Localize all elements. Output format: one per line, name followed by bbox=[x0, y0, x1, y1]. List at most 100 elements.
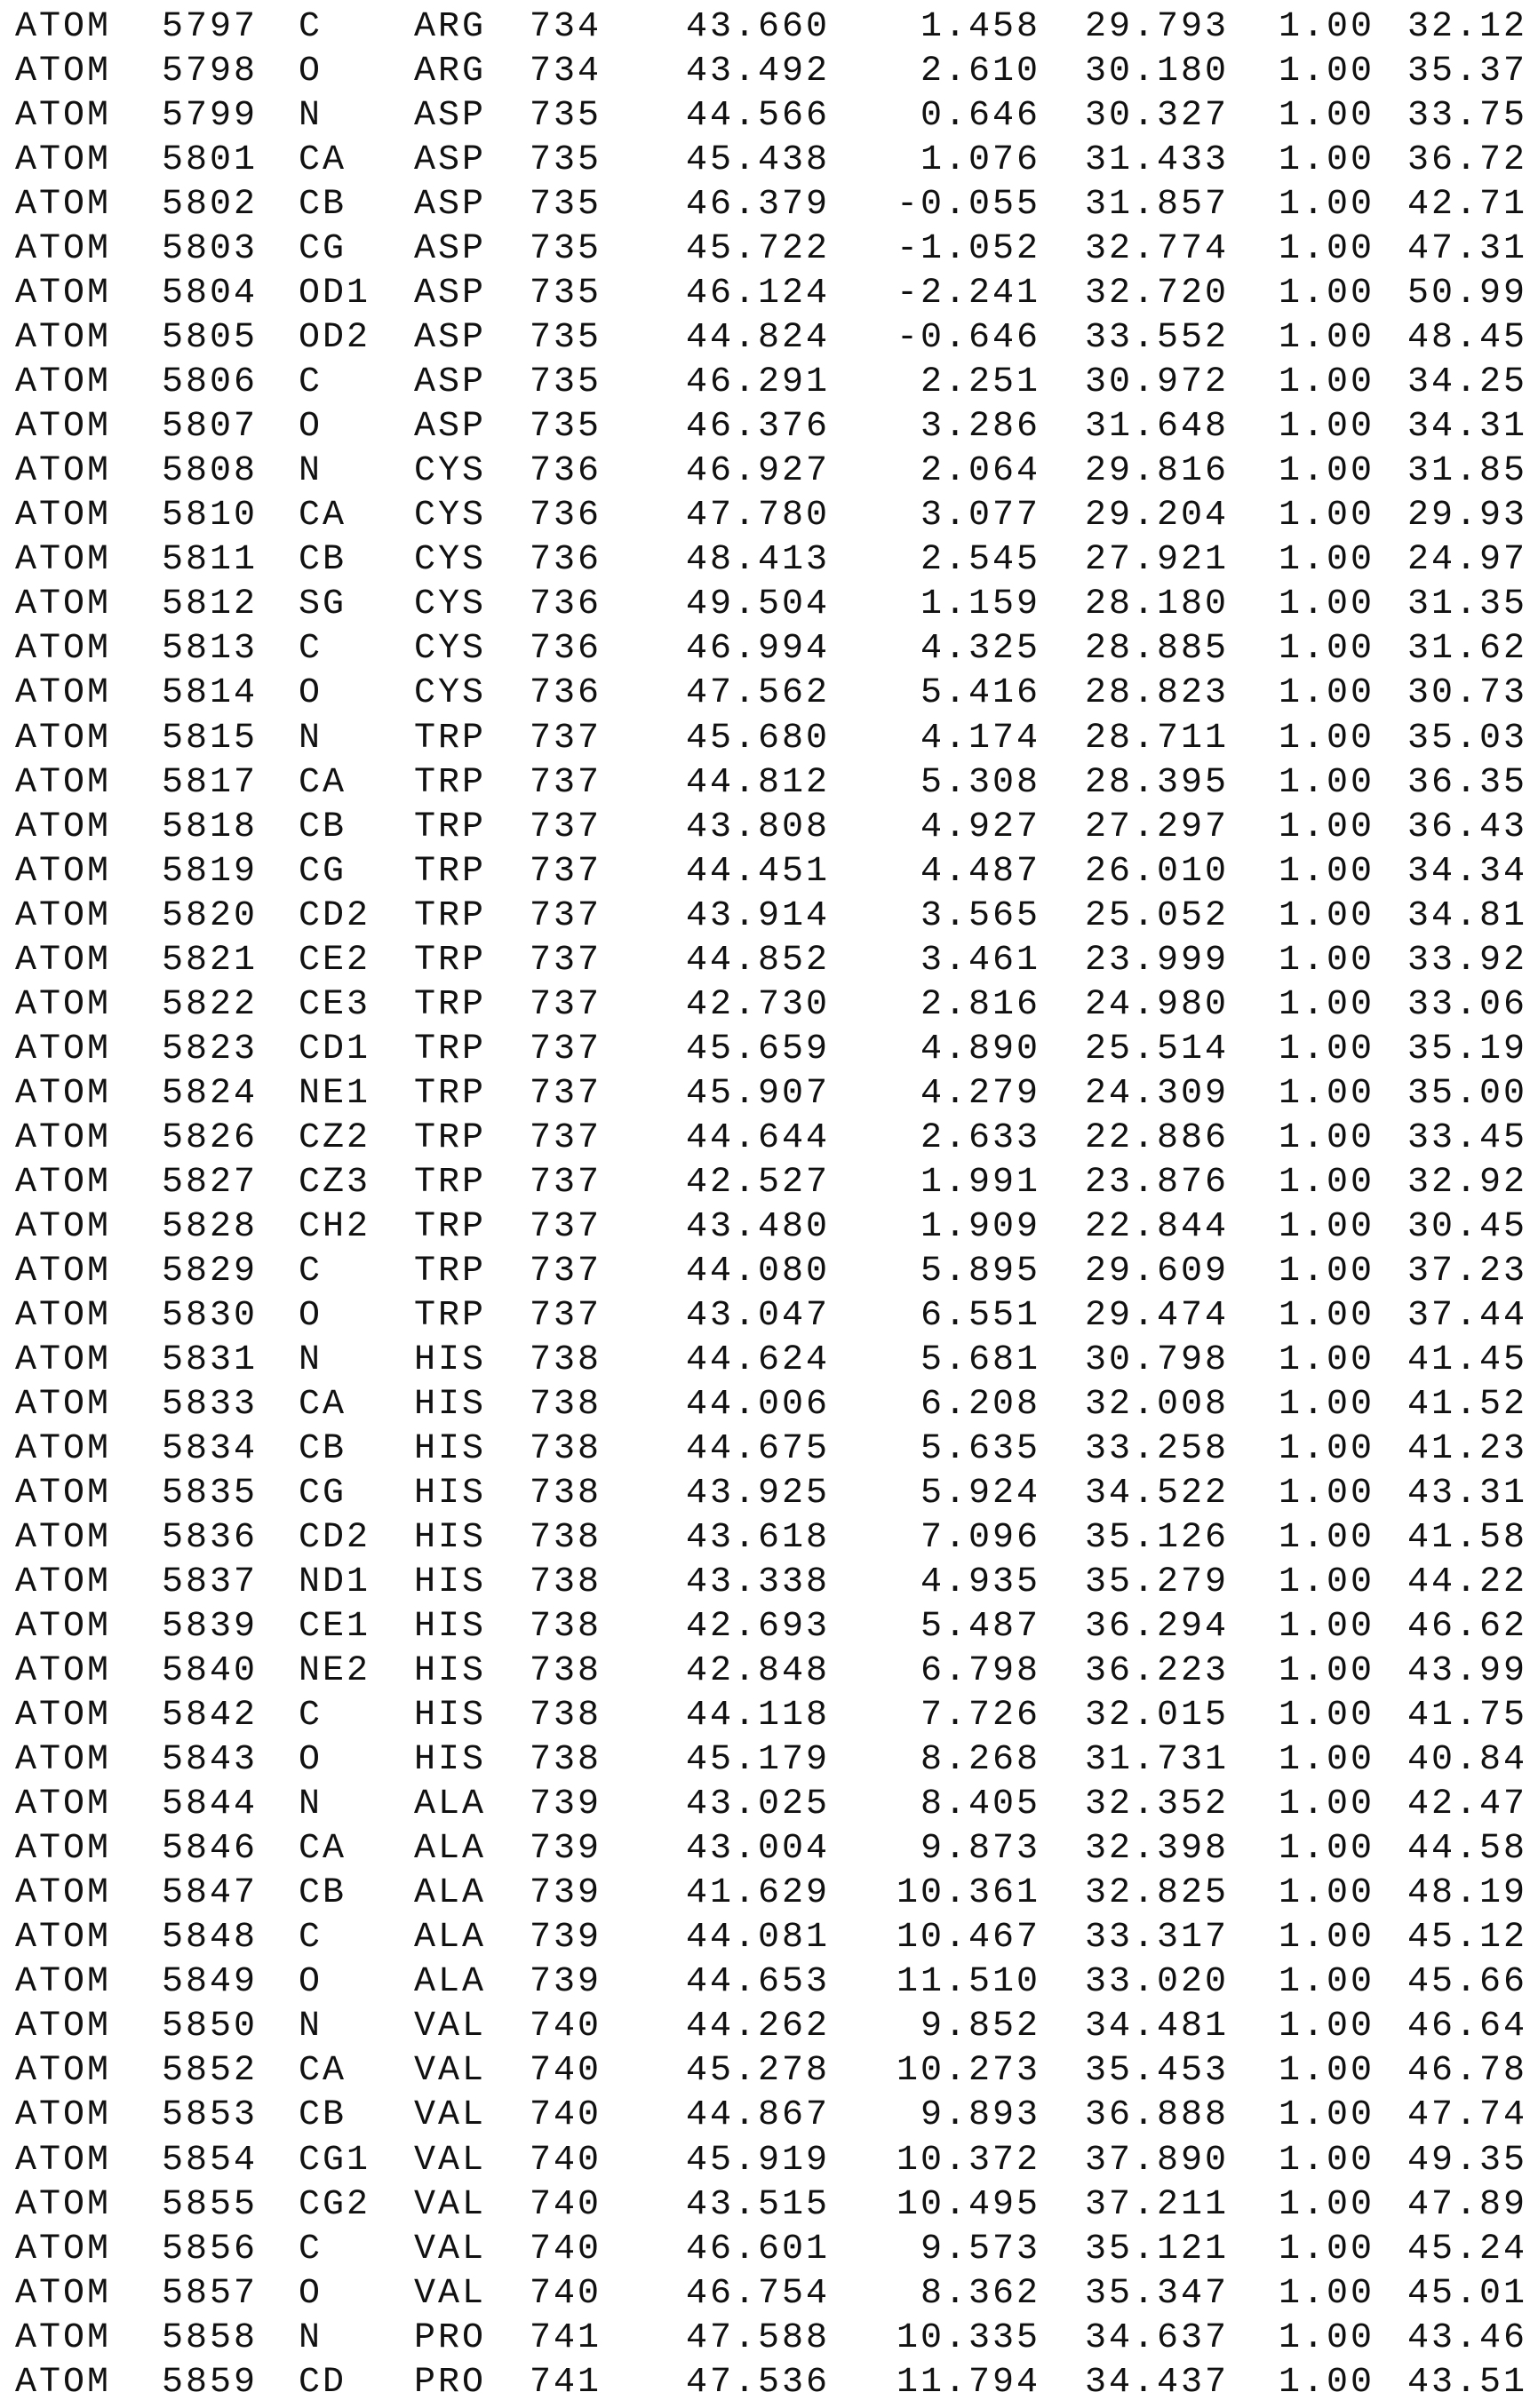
x-coordinate: 43.515 bbox=[686, 2183, 830, 2228]
residue-name: TRP bbox=[414, 1205, 486, 1250]
b-factor: 34.31 bbox=[1407, 405, 1527, 449]
z-coordinate: 35.453 bbox=[1085, 2049, 1229, 2094]
z-coordinate: 32.398 bbox=[1085, 1827, 1229, 1872]
occupancy: 1.00 bbox=[1279, 272, 1375, 316]
atom-serial: 5846 bbox=[162, 1827, 258, 1872]
residue-name: HIS bbox=[414, 1339, 486, 1383]
x-coordinate: 47.588 bbox=[686, 2317, 830, 2361]
y-coordinate: 1.909 bbox=[920, 1205, 1040, 1250]
atom-name: N bbox=[299, 717, 323, 761]
table-row: ATOM5811CBCYS73648.4132.54527.9211.0024.… bbox=[0, 538, 1538, 583]
residue-number: 738 bbox=[530, 1516, 602, 1561]
y-coordinate: 5.681 bbox=[920, 1339, 1040, 1383]
table-row: ATOM5828CH2TRP73743.4801.90922.8441.0030… bbox=[0, 1205, 1538, 1250]
residue-number: 741 bbox=[530, 2317, 602, 2361]
atom-serial: 5852 bbox=[162, 2049, 258, 2094]
occupancy: 1.00 bbox=[1279, 405, 1375, 449]
occupancy: 1.00 bbox=[1279, 183, 1375, 227]
z-coordinate: 36.294 bbox=[1085, 1605, 1229, 1649]
residue-number: 734 bbox=[530, 50, 602, 94]
z-coordinate: 35.126 bbox=[1085, 1516, 1229, 1561]
record-type: ATOM bbox=[15, 316, 111, 361]
residue-name: HIS bbox=[414, 1472, 486, 1516]
z-coordinate: 34.637 bbox=[1085, 2317, 1229, 2361]
x-coordinate: 42.730 bbox=[686, 983, 830, 1028]
occupancy: 1.00 bbox=[1279, 538, 1375, 583]
table-row: ATOM5819CGTRP73744.4514.48726.0101.0034.… bbox=[0, 850, 1538, 894]
residue-number: 737 bbox=[530, 761, 602, 806]
x-coordinate: 43.925 bbox=[686, 1472, 830, 1516]
z-coordinate: 30.972 bbox=[1085, 361, 1229, 405]
b-factor: 46.78 bbox=[1407, 2049, 1527, 2094]
record-type: ATOM bbox=[15, 50, 111, 94]
table-row: ATOM5855CG2VAL74043.51510.49537.2111.004… bbox=[0, 2183, 1538, 2228]
residue-number: 736 bbox=[530, 494, 602, 538]
residue-name: HIS bbox=[414, 1427, 486, 1472]
b-factor: 41.23 bbox=[1407, 1427, 1527, 1472]
atom-name: CA bbox=[299, 1383, 347, 1427]
y-coordinate: 4.935 bbox=[920, 1561, 1040, 1605]
occupancy: 1.00 bbox=[1279, 2183, 1375, 2228]
z-coordinate: 37.211 bbox=[1085, 2183, 1229, 2228]
record-type: ATOM bbox=[15, 227, 111, 272]
table-row: ATOM5846CAALA73943.0049.87332.3981.0044.… bbox=[0, 1827, 1538, 1872]
table-row: ATOM5833CAHIS73844.0066.20832.0081.0041.… bbox=[0, 1383, 1538, 1427]
table-row: ATOM5829CTRP73744.0805.89529.6091.0037.2… bbox=[0, 1250, 1538, 1294]
b-factor: 41.75 bbox=[1407, 1694, 1527, 1738]
occupancy: 1.00 bbox=[1279, 1649, 1375, 1694]
residue-number: 737 bbox=[530, 1161, 602, 1205]
z-coordinate: 36.223 bbox=[1085, 1649, 1229, 1694]
x-coordinate: 43.492 bbox=[686, 50, 830, 94]
occupancy: 1.00 bbox=[1279, 1117, 1375, 1161]
y-coordinate: 2.064 bbox=[920, 449, 1040, 494]
z-coordinate: 32.008 bbox=[1085, 1383, 1229, 1427]
residue-number: 735 bbox=[530, 183, 602, 227]
residue-number: 737 bbox=[530, 1028, 602, 1072]
occupancy: 1.00 bbox=[1279, 2139, 1375, 2183]
b-factor: 42.71 bbox=[1407, 183, 1527, 227]
residue-number: 737 bbox=[530, 717, 602, 761]
z-coordinate: 32.720 bbox=[1085, 272, 1229, 316]
b-factor: 49.35 bbox=[1407, 2139, 1527, 2183]
table-row: ATOM5822CE3TRP73742.7302.81624.9801.0033… bbox=[0, 983, 1538, 1028]
residue-number: 740 bbox=[530, 2228, 602, 2272]
b-factor: 36.72 bbox=[1407, 139, 1527, 183]
y-coordinate: 5.487 bbox=[920, 1605, 1040, 1649]
residue-name: ASP bbox=[414, 183, 486, 227]
atom-name: O bbox=[299, 2272, 323, 2317]
b-factor: 41.52 bbox=[1407, 1383, 1527, 1427]
b-factor: 36.43 bbox=[1407, 806, 1527, 850]
x-coordinate: 44.080 bbox=[686, 1250, 830, 1294]
atom-name: CA bbox=[299, 1827, 347, 1872]
x-coordinate: 42.527 bbox=[686, 1161, 830, 1205]
y-coordinate: 2.545 bbox=[920, 538, 1040, 583]
y-coordinate: -1.052 bbox=[897, 227, 1040, 272]
occupancy: 1.00 bbox=[1279, 1427, 1375, 1472]
atom-name: O bbox=[299, 405, 323, 449]
z-coordinate: 29.609 bbox=[1085, 1250, 1229, 1294]
record-type: ATOM bbox=[15, 1250, 111, 1294]
atom-serial: 5835 bbox=[162, 1472, 258, 1516]
y-coordinate: 4.325 bbox=[920, 627, 1040, 672]
residue-name: ASP bbox=[414, 361, 486, 405]
y-coordinate: -0.646 bbox=[897, 316, 1040, 361]
residue-name: TRP bbox=[414, 1161, 486, 1205]
residue-name: TRP bbox=[414, 894, 486, 939]
residue-number: 737 bbox=[530, 1117, 602, 1161]
residue-name: ARG bbox=[414, 5, 486, 50]
b-factor: 42.47 bbox=[1407, 1783, 1527, 1827]
residue-name: HIS bbox=[414, 1649, 486, 1694]
occupancy: 1.00 bbox=[1279, 1339, 1375, 1383]
x-coordinate: 47.780 bbox=[686, 494, 830, 538]
residue-name: HIS bbox=[414, 1694, 486, 1738]
y-coordinate: 0.646 bbox=[920, 94, 1040, 139]
atom-name: CE3 bbox=[299, 983, 371, 1028]
record-type: ATOM bbox=[15, 2139, 111, 2183]
atom-name: CB bbox=[299, 538, 347, 583]
atom-name: O bbox=[299, 1294, 323, 1339]
residue-name: TRP bbox=[414, 1072, 486, 1117]
occupancy: 1.00 bbox=[1279, 1694, 1375, 1738]
b-factor: 48.45 bbox=[1407, 316, 1527, 361]
occupancy: 1.00 bbox=[1279, 894, 1375, 939]
atom-name: N bbox=[299, 449, 323, 494]
